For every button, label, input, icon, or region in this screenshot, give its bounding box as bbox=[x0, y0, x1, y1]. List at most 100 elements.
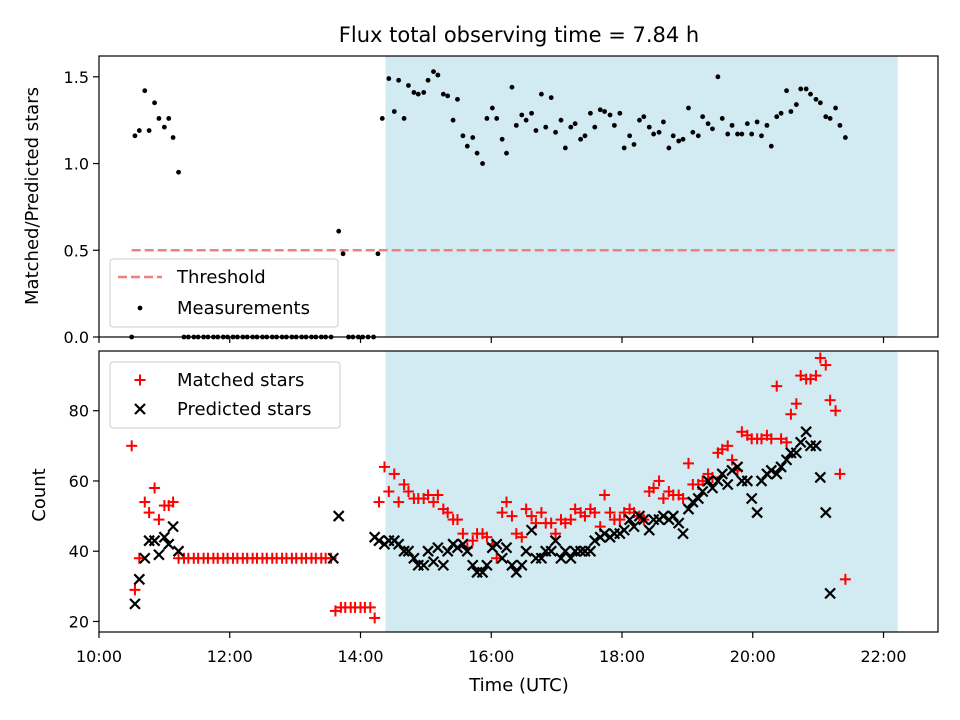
measurement-point bbox=[823, 114, 829, 120]
matched-point bbox=[457, 528, 469, 540]
measurement-point bbox=[386, 76, 392, 81]
measurement-point bbox=[460, 133, 466, 139]
matched-point bbox=[722, 440, 734, 452]
predicted-point bbox=[574, 545, 587, 557]
x-tick-label: 14:00 bbox=[337, 647, 383, 666]
measurement-point bbox=[484, 116, 490, 121]
chart-title: Flux total observing time = 7.84 h bbox=[339, 23, 699, 47]
top-axes-frame bbox=[98, 55, 939, 338]
marker-stroke bbox=[618, 524, 630, 536]
matched-point bbox=[378, 461, 390, 473]
measurement-point bbox=[170, 135, 176, 140]
predicted-point bbox=[780, 454, 793, 466]
predicted-point bbox=[402, 545, 415, 557]
marker-stroke bbox=[432, 541, 444, 554]
legend-measurement-marker bbox=[137, 305, 143, 311]
measurement-point bbox=[710, 126, 715, 132]
measurements-series bbox=[129, 69, 848, 340]
marker-stroke bbox=[510, 566, 523, 579]
marker-stroke bbox=[780, 454, 793, 466]
measurement-point bbox=[504, 150, 509, 156]
predicted-point bbox=[824, 587, 836, 600]
matched-point bbox=[143, 507, 155, 519]
marker-stroke bbox=[506, 559, 518, 572]
measurement-point bbox=[700, 114, 706, 120]
measurement-point bbox=[396, 77, 402, 83]
marker-stroke bbox=[584, 545, 597, 557]
bottom-observing-span bbox=[385, 351, 898, 632]
predicted-point bbox=[775, 461, 787, 473]
matched-point bbox=[814, 352, 826, 364]
x-tick-label: 18:00 bbox=[599, 647, 645, 666]
predicted-point bbox=[712, 475, 724, 487]
matched-point bbox=[388, 468, 400, 480]
predicted-point bbox=[618, 524, 630, 536]
marker-stroke bbox=[398, 545, 410, 557]
predicted-point bbox=[535, 552, 548, 565]
measurement-point bbox=[621, 145, 627, 151]
predicted-point bbox=[408, 552, 420, 565]
matched-point bbox=[781, 436, 793, 448]
marker-stroke bbox=[476, 566, 489, 579]
predicted-point bbox=[327, 552, 340, 565]
marker-stroke bbox=[496, 552, 508, 565]
matched-point bbox=[129, 584, 141, 596]
predicted-point bbox=[466, 559, 479, 572]
marker-stroke bbox=[162, 538, 175, 550]
predicted-point bbox=[702, 475, 714, 487]
matched-point bbox=[535, 507, 547, 519]
measurement-point bbox=[641, 114, 647, 120]
bottom-y-axis: 20 40 60 80 bbox=[69, 402, 99, 631]
measurement-point bbox=[837, 122, 843, 128]
predicted-point bbox=[451, 541, 464, 554]
matched-point bbox=[432, 489, 444, 501]
marker-stroke bbox=[167, 520, 179, 533]
measurement-point bbox=[607, 112, 613, 118]
measurement-point bbox=[602, 109, 607, 114]
marker-stroke bbox=[741, 475, 754, 487]
marker-stroke bbox=[327, 552, 340, 565]
measurement-point bbox=[784, 88, 789, 94]
matched-point bbox=[496, 507, 508, 519]
marker-stroke bbox=[687, 496, 699, 508]
matched-point bbox=[682, 457, 694, 469]
marker-stroke bbox=[628, 520, 640, 533]
predicted-point bbox=[770, 468, 783, 480]
marker-stroke bbox=[721, 478, 734, 491]
predicted-point bbox=[555, 552, 567, 565]
marker-stroke bbox=[790, 447, 803, 459]
bottom-axes-frame bbox=[98, 350, 939, 633]
predicted-point bbox=[598, 527, 611, 540]
measurement-point bbox=[572, 121, 578, 127]
predicted-point bbox=[148, 534, 161, 547]
marker-stroke bbox=[775, 461, 787, 473]
predicted-point bbox=[657, 510, 670, 522]
matched-point bbox=[506, 510, 518, 522]
predicted-point bbox=[133, 573, 146, 586]
matched-point bbox=[824, 394, 836, 406]
top-observing-span bbox=[385, 56, 898, 337]
matched-point bbox=[677, 493, 689, 505]
predicted-point bbox=[628, 520, 640, 533]
predicted-point bbox=[515, 559, 528, 572]
predicted-stars-series bbox=[129, 426, 836, 610]
matched-point bbox=[442, 507, 454, 519]
marker-stroke bbox=[559, 545, 572, 557]
matched-point bbox=[834, 468, 846, 480]
predicted-point bbox=[765, 464, 778, 477]
marker-stroke bbox=[153, 548, 165, 561]
marker-stroke bbox=[158, 531, 171, 543]
measurement-point bbox=[340, 251, 346, 257]
marker-stroke bbox=[696, 485, 709, 498]
measurement-point bbox=[803, 86, 809, 92]
marker-stroke bbox=[770, 468, 783, 480]
top-y-tick-label: 0.0 bbox=[64, 328, 89, 347]
measurement-point bbox=[735, 131, 740, 137]
marker-stroke bbox=[623, 513, 636, 526]
measurement-point bbox=[401, 116, 407, 121]
predicted-point bbox=[392, 538, 405, 550]
marker-stroke bbox=[598, 527, 611, 540]
bottom-legend-box bbox=[109, 361, 341, 429]
measurement-point bbox=[768, 143, 774, 149]
predicted-point bbox=[559, 545, 572, 557]
